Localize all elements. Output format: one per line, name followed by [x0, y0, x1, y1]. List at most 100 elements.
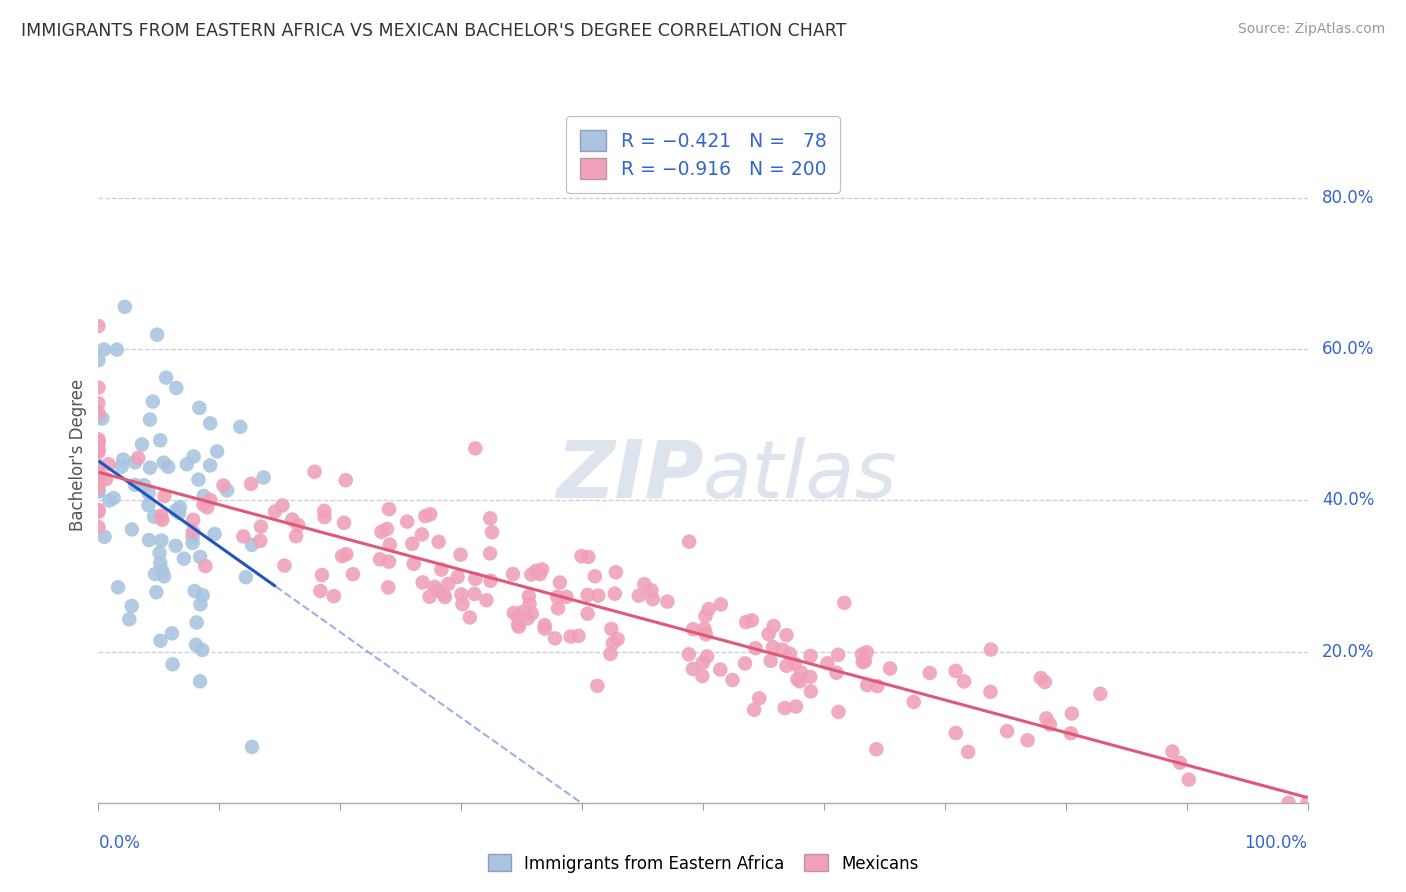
Point	[599, 647, 621, 661]
Point	[1033, 675, 1056, 690]
Point	[851, 648, 873, 662]
Point	[734, 657, 756, 671]
Point	[311, 568, 333, 582]
Point	[335, 547, 357, 561]
Point	[165, 381, 187, 395]
Point	[693, 622, 716, 636]
Point	[287, 518, 309, 533]
Point	[93, 530, 115, 544]
Point	[516, 611, 538, 625]
Point	[450, 587, 472, 601]
Point	[627, 589, 650, 603]
Point	[451, 597, 474, 611]
Point	[744, 641, 766, 656]
Point	[1161, 745, 1184, 759]
Point	[606, 632, 628, 647]
Point	[879, 661, 901, 675]
Point	[165, 503, 187, 517]
Point	[419, 508, 441, 522]
Point	[1035, 711, 1057, 725]
Point	[799, 670, 821, 684]
Point	[121, 599, 143, 613]
Point	[194, 559, 217, 574]
Point	[149, 434, 172, 448]
Text: atlas: atlas	[703, 437, 898, 515]
Point	[709, 663, 731, 677]
Point	[423, 580, 446, 594]
Point	[304, 465, 326, 479]
Point	[127, 450, 149, 465]
Point	[173, 551, 195, 566]
Point	[87, 445, 110, 459]
Point	[790, 665, 813, 680]
Point	[87, 396, 110, 410]
Point	[721, 673, 744, 687]
Point	[273, 558, 295, 573]
Point	[463, 587, 485, 601]
Point	[142, 394, 165, 409]
Point	[576, 549, 599, 564]
Text: 0.0%: 0.0%	[98, 834, 141, 852]
Point	[190, 598, 212, 612]
Point	[87, 434, 110, 449]
Point	[124, 455, 146, 469]
Point	[111, 459, 134, 474]
Point	[524, 564, 547, 578]
Point	[148, 546, 170, 560]
Point	[314, 510, 336, 524]
Point	[957, 745, 980, 759]
Point	[281, 512, 304, 526]
Point	[918, 665, 941, 680]
Point	[193, 498, 215, 512]
Point	[446, 570, 468, 584]
Point	[529, 567, 551, 582]
Point	[430, 562, 453, 576]
Point	[779, 647, 801, 661]
Point	[181, 524, 204, 539]
Point	[94, 472, 117, 486]
Point	[314, 504, 336, 518]
Point	[333, 516, 356, 530]
Point	[335, 473, 357, 487]
Point	[264, 504, 287, 518]
Point	[187, 473, 209, 487]
Point	[1296, 796, 1319, 810]
Point	[576, 607, 599, 621]
Point	[118, 612, 141, 626]
Point	[748, 691, 770, 706]
Point	[322, 589, 344, 603]
Y-axis label: Bachelor's Degree: Bachelor's Degree	[69, 379, 87, 531]
Point	[1177, 772, 1199, 787]
Point	[235, 570, 257, 584]
Point	[571, 549, 593, 563]
Point	[139, 460, 162, 475]
Point	[800, 684, 823, 698]
Point	[167, 506, 190, 520]
Text: 100.0%: 100.0%	[1244, 834, 1308, 852]
Point	[1017, 733, 1039, 747]
Legend: R = −0.421   N =   78, R = −0.916   N = 200: R = −0.421 N = 78, R = −0.916 N = 200	[567, 117, 839, 193]
Point	[437, 577, 460, 591]
Point	[150, 513, 173, 527]
Point	[588, 589, 610, 603]
Point	[342, 567, 364, 582]
Point	[510, 605, 533, 619]
Point	[131, 437, 153, 451]
Point	[710, 598, 733, 612]
Point	[91, 411, 114, 425]
Point	[758, 627, 780, 641]
Point	[271, 499, 294, 513]
Point	[98, 493, 121, 508]
Point	[502, 567, 524, 582]
Point	[785, 699, 807, 714]
Point	[602, 636, 624, 650]
Point	[186, 615, 208, 630]
Point	[508, 620, 530, 634]
Point	[458, 610, 481, 624]
Point	[678, 648, 700, 662]
Point	[143, 567, 166, 582]
Point	[583, 569, 606, 583]
Point	[87, 481, 110, 495]
Text: 20.0%: 20.0%	[1322, 642, 1375, 661]
Point	[546, 590, 568, 604]
